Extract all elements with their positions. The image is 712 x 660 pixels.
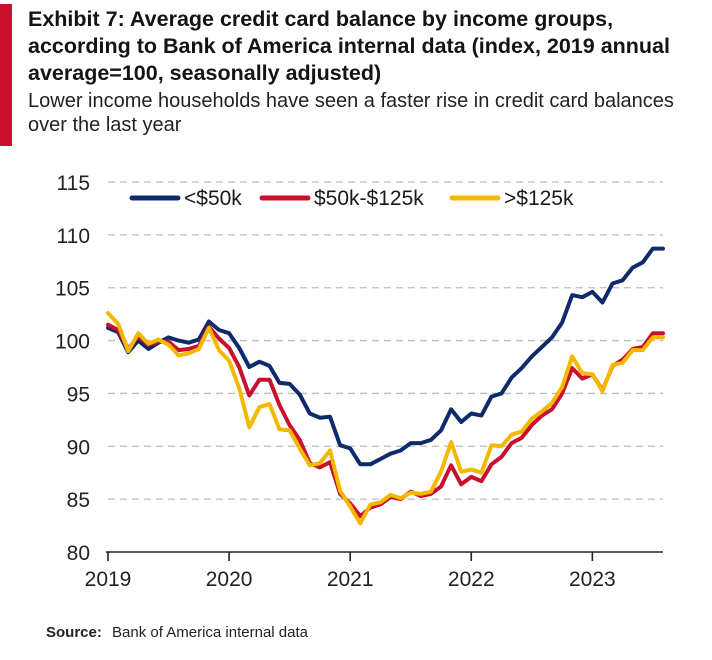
axes: 80 85 90 95 100 105 110 115 2019 2020 2021 2022 2023	[55, 172, 663, 591]
y-tick-label-90: 90	[67, 436, 90, 459]
source-label: Source:	[46, 624, 102, 641]
series-lines	[106, 246, 665, 526]
source-note: Source: Bank of America internal data	[46, 624, 308, 641]
x-tick-label-2021: 2021	[327, 568, 374, 591]
legend: <$50k $50k-$125k >$125k	[129, 187, 574, 210]
x-tick-label-2019: 2019	[85, 568, 132, 591]
y-tick-label-80: 80	[67, 542, 90, 565]
series-line-0	[106, 246, 665, 467]
chart-title: Exhibit 7: Average credit card balance b…	[28, 7, 670, 85]
accent-bar	[0, 4, 12, 146]
y-tick-label-110: 110	[57, 225, 90, 248]
x-tick-label-2020: 2020	[206, 568, 253, 591]
y-tick-label-95: 95	[67, 383, 90, 406]
chart-subtitle: Lower income households have seen a fast…	[28, 90, 674, 136]
legend-label-0: <$50k	[184, 187, 242, 210]
legend-label-1: $50k-$125k	[314, 187, 424, 210]
series-line-2	[106, 311, 665, 526]
y-tick-label-85: 85	[67, 489, 90, 512]
y-tick-label-105: 105	[55, 278, 90, 301]
header: Exhibit 7: Average credit card balance b…	[28, 6, 704, 137]
gridlines	[108, 181, 663, 500]
y-tick-label-115: 115	[57, 172, 90, 195]
y-tick-label-100: 100	[55, 331, 90, 354]
x-tick-label-2022: 2022	[448, 568, 495, 591]
source-text: Bank of America internal data	[112, 624, 308, 641]
x-tick-label-2023: 2023	[569, 568, 616, 591]
legend-label-2: >$125k	[504, 187, 574, 210]
line-chart: 80 85 90 95 100 105 110 115 2019 2020 2021 2022 2023…	[55, 172, 665, 591]
